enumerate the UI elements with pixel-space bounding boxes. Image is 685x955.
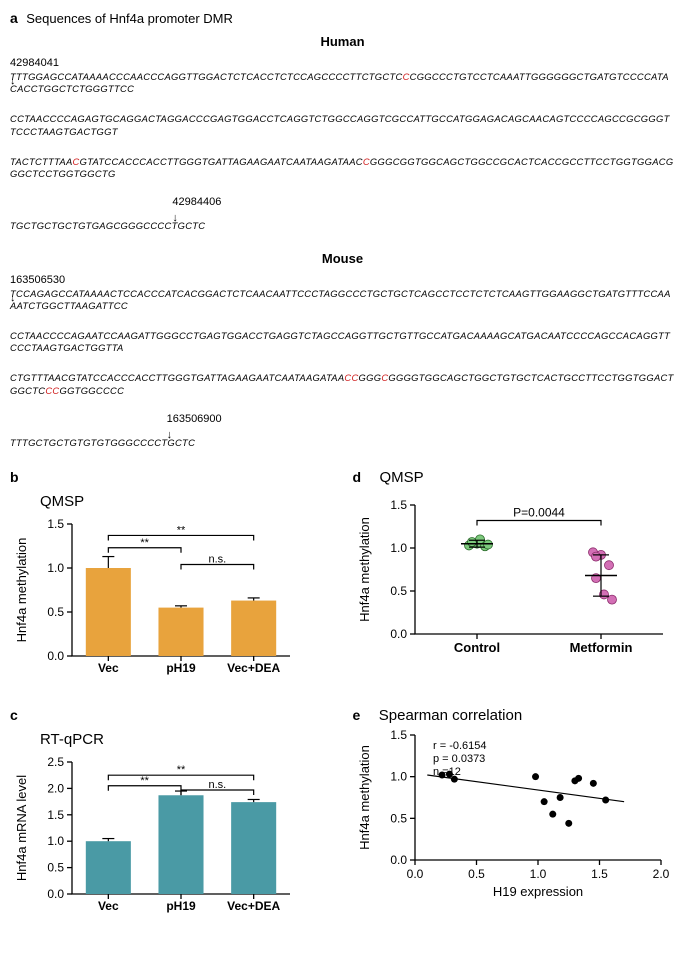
svg-text:r = -0.6154: r = -0.6154	[433, 740, 487, 752]
svg-text:0.5: 0.5	[390, 811, 407, 825]
svg-text:1.5: 1.5	[47, 517, 64, 531]
panel-c-title: RT-qPCR	[40, 731, 333, 748]
svg-text:Vec: Vec	[98, 661, 119, 675]
svg-text:1.5: 1.5	[390, 728, 407, 742]
svg-text:Hnf4a methylation: Hnf4a methylation	[357, 745, 372, 850]
svg-text:0.0: 0.0	[390, 853, 407, 867]
svg-text:0.0: 0.0	[47, 887, 64, 901]
svg-text:1.5: 1.5	[47, 808, 64, 822]
panel-d: d QMSP 0.0 0.5 1.0 1.5 Hnf4a methylation Cont…	[353, 469, 676, 691]
svg-text:**: **	[140, 537, 149, 549]
svg-text:1.0: 1.0	[390, 541, 407, 555]
svg-text:Control: Control	[453, 640, 499, 655]
arrow-down-icon	[10, 71, 16, 88]
panel-e: e Spearman correlation 0.00.51.01.50.00.…	[353, 707, 676, 929]
svg-text:1.5: 1.5	[390, 498, 407, 512]
panel-d-label: d	[353, 469, 362, 485]
human-coord-start: 42984041	[10, 53, 675, 71]
svg-text:1.0: 1.0	[47, 834, 64, 848]
svg-text:p = 0.0373: p = 0.0373	[433, 753, 485, 765]
panel-b: b QMSP 0.0 0.5 1.0 1.5 Hnf4a methylation Vec p…	[10, 469, 333, 691]
panel-e-label: e	[353, 707, 361, 723]
svg-text:n.s.: n.s.	[208, 554, 226, 566]
chart-c: 0.0 0.5 1.0 1.5 2.0 2.5 Hnf4a mRNA level Vec pH1…	[10, 754, 300, 924]
svg-text:Hnf4a mRNA level: Hnf4a mRNA level	[14, 775, 29, 881]
svg-text:H19 expression: H19 expression	[492, 884, 582, 899]
mouse-coord-start: 163506530	[10, 270, 675, 288]
svg-text:1.0: 1.0	[529, 867, 546, 881]
panel-b-title: QMSP	[40, 493, 333, 510]
svg-text:1.0: 1.0	[47, 561, 64, 575]
svg-text:0.5: 0.5	[47, 605, 64, 619]
svg-text:0.5: 0.5	[390, 584, 407, 598]
panel-c: c RT-qPCR 0.0 0.5 1.0 1.5 2.0 2.5 Hnf4a mRNA l…	[10, 707, 333, 929]
chart-b: 0.0 0.5 1.0 1.5 Hnf4a methylation Vec pH19 Vec+…	[10, 516, 300, 686]
svg-text:0.0: 0.0	[406, 867, 423, 881]
panel-d-title: QMSP	[380, 469, 424, 486]
chart-d: 0.0 0.5 1.0 1.5 Hnf4a methylation Control Metf…	[353, 487, 673, 662]
panel-a: a Sequences of Hnf4a promoter DMR Human …	[10, 10, 675, 449]
panel-a-title: Sequences of Hnf4a promoter DMR	[26, 11, 233, 26]
svg-text:**: **	[177, 764, 186, 776]
svg-text:pH19: pH19	[166, 899, 196, 913]
svg-text:P=0.0044: P=0.0044	[513, 506, 565, 520]
panel-b-label: b	[10, 469, 19, 485]
svg-text:0.5: 0.5	[468, 867, 485, 881]
svg-text:n.s.: n.s.	[208, 779, 226, 791]
svg-text:Vec+DEA: Vec+DEA	[227, 661, 280, 675]
mouse-header: Mouse	[10, 251, 675, 266]
arrow-down-icon	[10, 288, 16, 305]
svg-text:pH19: pH19	[166, 661, 196, 675]
human-sequence: TTTGGAGCCATAAAACCCAACCCAGGTTGGACTCTCACCT…	[10, 71, 675, 233]
human-header: Human	[10, 34, 675, 49]
svg-text:Metformin: Metformin	[569, 640, 632, 655]
svg-text:Hnf4a methylation: Hnf4a methylation	[357, 517, 372, 622]
panel-e-title: Spearman correlation	[379, 707, 522, 724]
panel-a-label: a	[10, 10, 18, 26]
svg-text:2.5: 2.5	[47, 755, 64, 769]
svg-text:0.0: 0.0	[47, 649, 64, 663]
svg-text:Vec+DEA: Vec+DEA	[227, 899, 280, 913]
svg-text:Vec: Vec	[98, 899, 119, 913]
chart-e: 0.0 0.5 1.0 1.5 0.0 0.5 1.0 1.5 2.0 Hnf4a methyla…	[353, 725, 673, 900]
svg-text:0.0: 0.0	[390, 627, 407, 641]
svg-text:2.0: 2.0	[47, 781, 64, 795]
svg-text:Hnf4a methylation: Hnf4a methylation	[14, 538, 29, 643]
mouse-sequence: TCCAGAGCCATAAAACTCCACCCATCACGGACTCTCAACA…	[10, 288, 675, 450]
panel-c-label: c	[10, 707, 18, 723]
svg-text:**: **	[140, 775, 149, 787]
svg-text:0.5: 0.5	[47, 861, 64, 875]
svg-text:2.0: 2.0	[652, 867, 669, 881]
svg-text:n =12: n =12	[433, 766, 461, 778]
svg-text:1.0: 1.0	[390, 770, 407, 784]
svg-text:**: **	[177, 525, 186, 537]
svg-text:1.5: 1.5	[591, 867, 608, 881]
